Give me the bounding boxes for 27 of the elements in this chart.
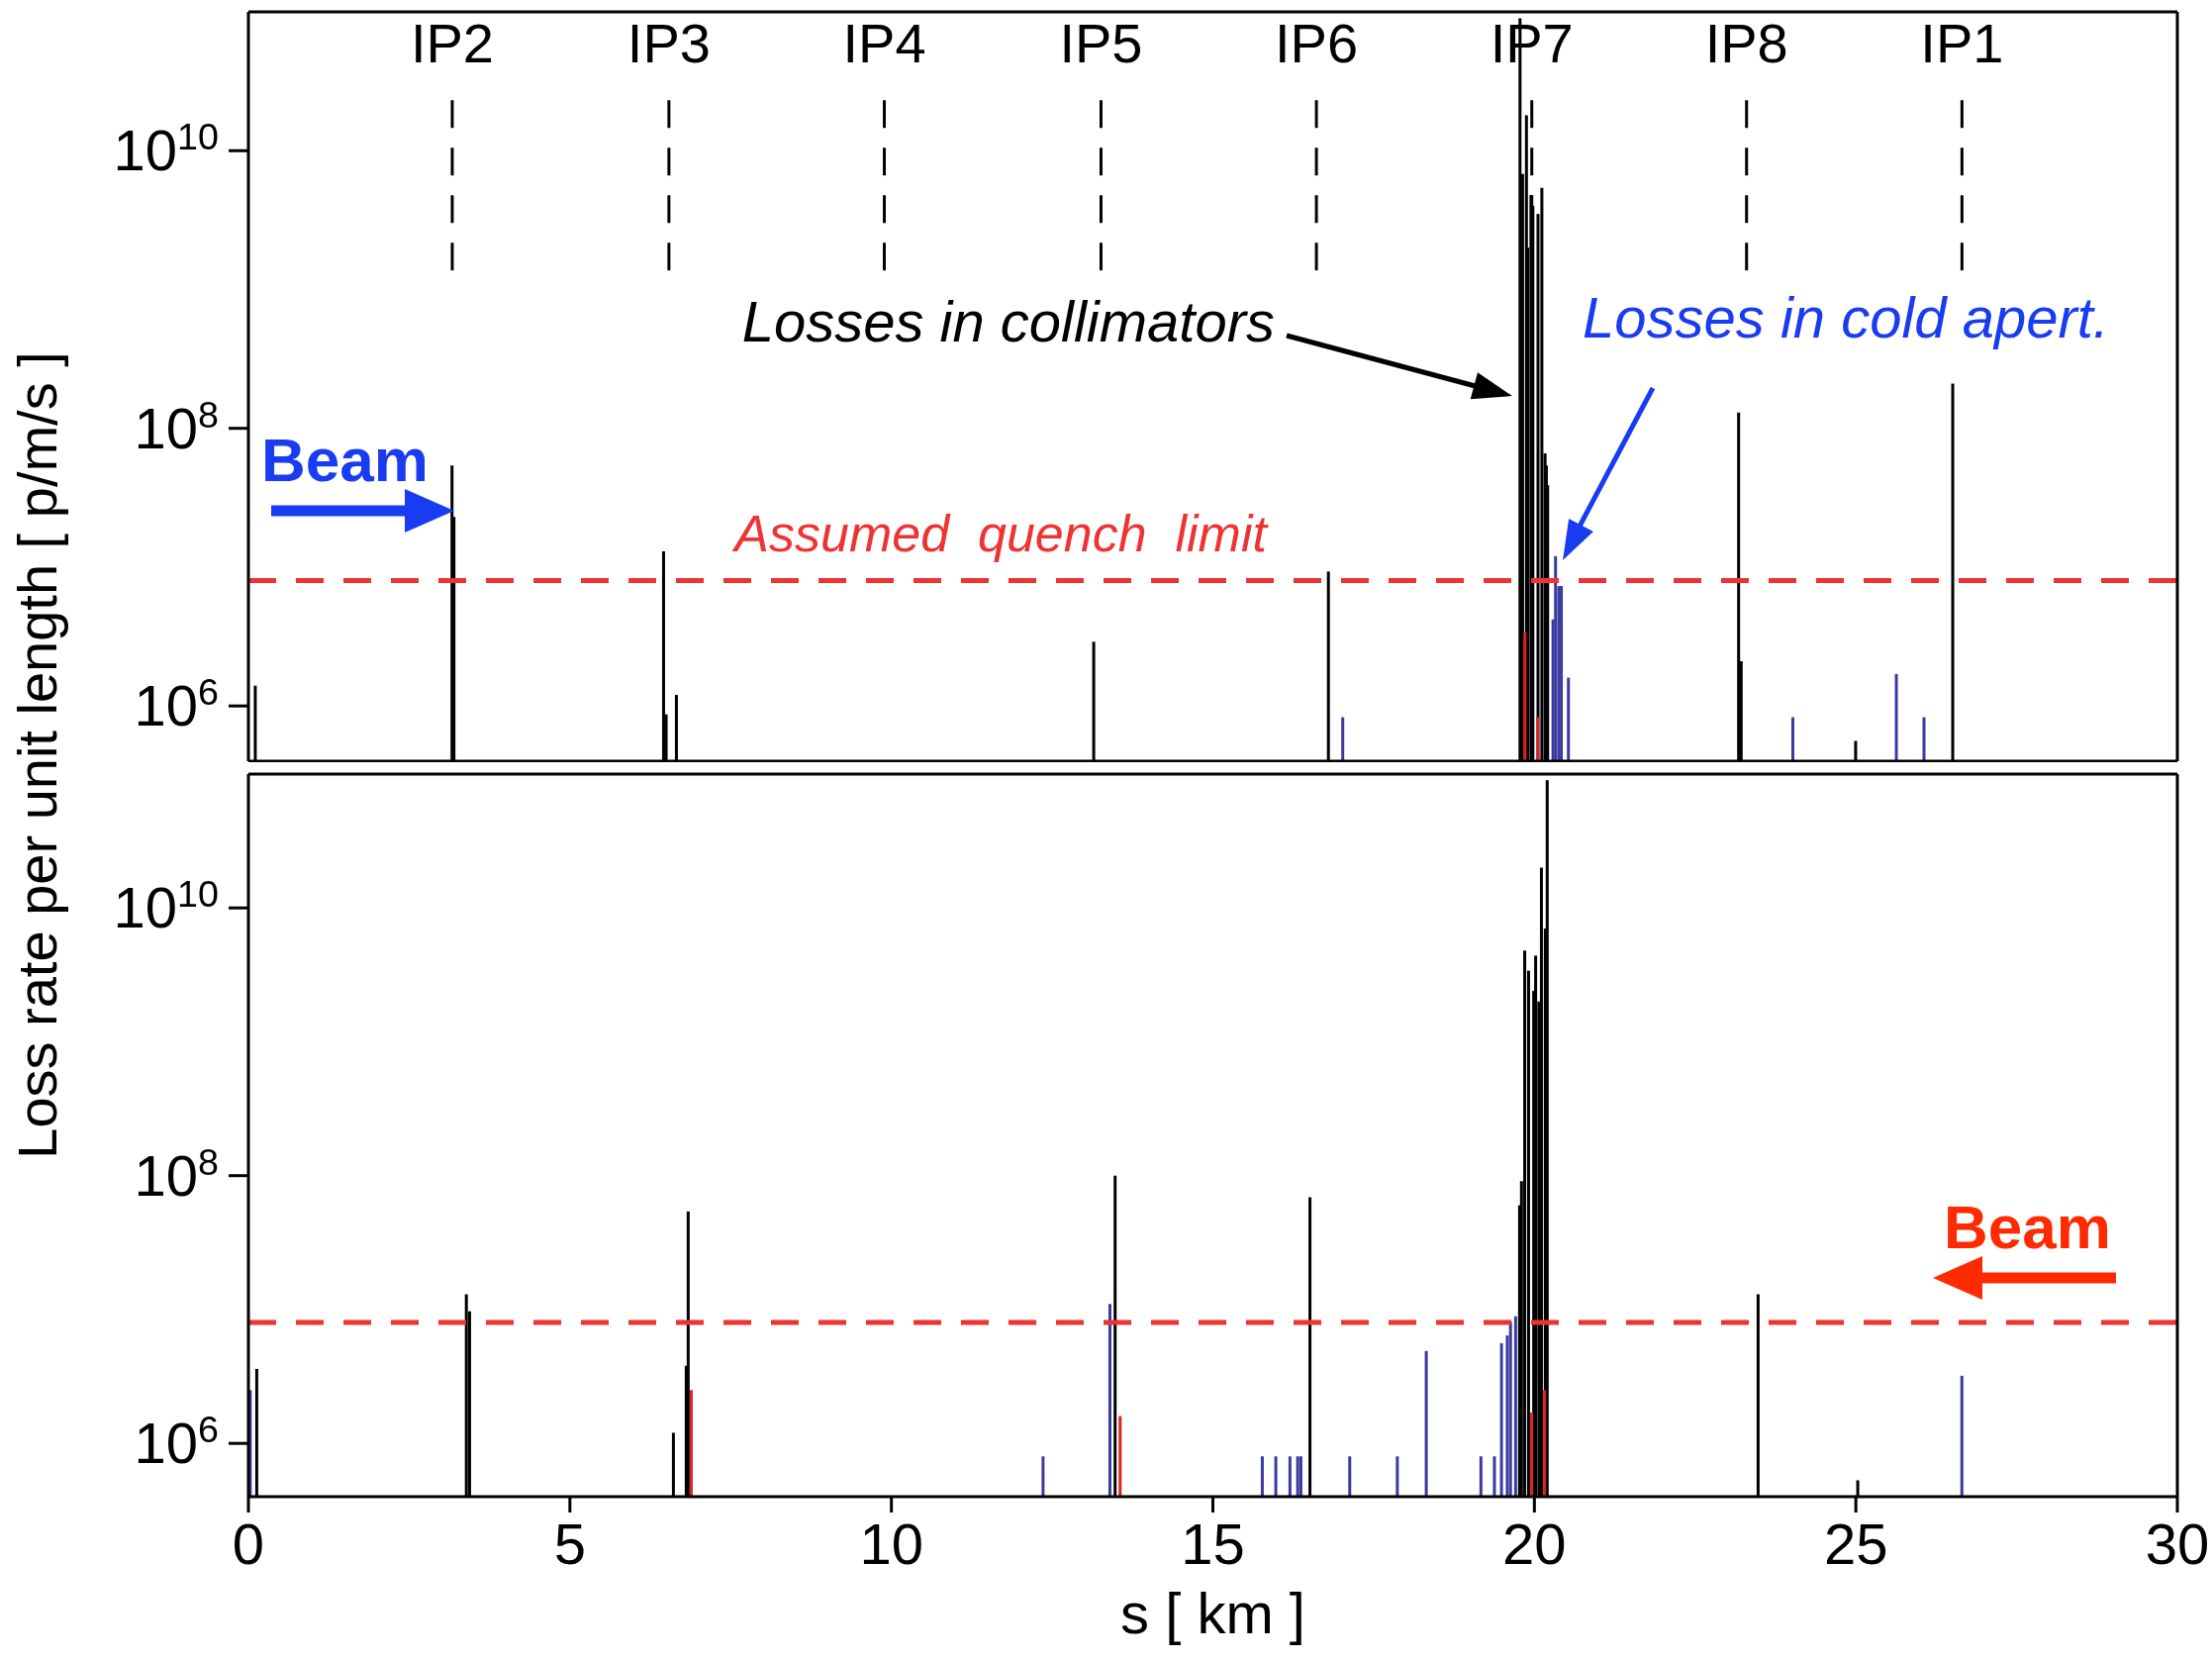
ref-line-label: IP8 bbox=[1704, 12, 1788, 75]
x-tick-label: 0 bbox=[232, 1512, 265, 1576]
x-tick-label: 20 bbox=[1502, 1512, 1567, 1576]
ref-line-label: IP6 bbox=[1275, 12, 1359, 75]
y-tick-label: 10$^{6}$ bbox=[134, 671, 219, 738]
x-axis-title: s [ km ] bbox=[1120, 1581, 1305, 1645]
x-tick-label: 30 bbox=[2145, 1512, 2210, 1576]
annotation: Beam bbox=[1944, 1193, 2111, 1261]
ref-line-label: IP4 bbox=[842, 12, 926, 75]
ref-line-label: Assumed quench limit bbox=[731, 504, 1270, 562]
y-tick-label: 10$^{10}$ bbox=[113, 873, 219, 940]
ref-line-label: IP5 bbox=[1059, 12, 1143, 75]
y-tick-label: 10$^{8}$ bbox=[134, 1140, 219, 1208]
y-tick-label: 10$^{8}$ bbox=[134, 393, 219, 460]
ref-line-label: IP1 bbox=[1920, 12, 2004, 75]
annotation: Losses in collimators bbox=[741, 289, 1275, 353]
ref-line-label: IP2 bbox=[410, 12, 494, 75]
x-tick-label: 15 bbox=[1181, 1512, 1245, 1576]
y-tick-label: 10$^{6}$ bbox=[134, 1409, 219, 1476]
ref-line-label: IP3 bbox=[626, 12, 711, 75]
y-axis-title: Loss rate per unit length [ p/m/s ] bbox=[5, 350, 69, 1161]
x-tick-label: 10 bbox=[859, 1512, 923, 1576]
x-tick-label: 25 bbox=[1823, 1512, 1888, 1576]
annotation: Beam bbox=[261, 426, 429, 494]
annotation: Losses in cold apert. bbox=[1583, 285, 2109, 349]
x-tick-label: 5 bbox=[553, 1512, 586, 1576]
y-tick-label: 10$^{10}$ bbox=[113, 116, 219, 183]
